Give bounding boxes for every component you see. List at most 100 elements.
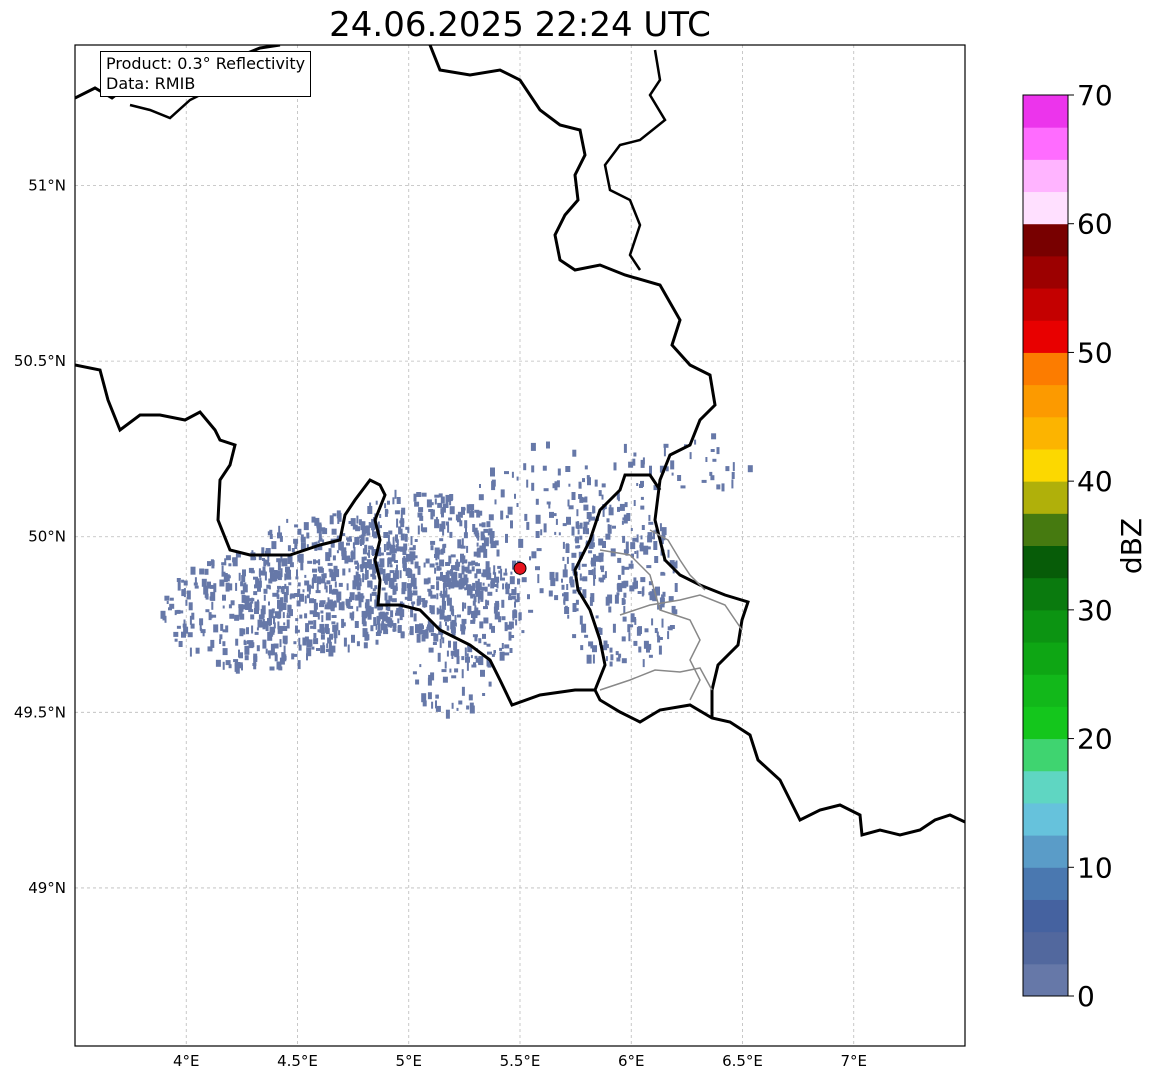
echo-pixel bbox=[179, 610, 184, 614]
echo-pixel bbox=[400, 518, 405, 528]
echo-pixel bbox=[446, 570, 451, 575]
echo-pixel bbox=[463, 619, 466, 623]
echo-pixel bbox=[351, 550, 354, 558]
echo-pixel bbox=[440, 609, 445, 613]
echo-pixel bbox=[573, 452, 576, 456]
echo-pixel bbox=[598, 538, 604, 546]
echo-pixel bbox=[504, 471, 509, 475]
echo-pixel bbox=[494, 576, 500, 583]
echo-pixel bbox=[410, 593, 413, 597]
echo-pixel bbox=[303, 522, 309, 531]
echo-pixel bbox=[621, 658, 627, 664]
echo-pixel bbox=[421, 634, 426, 642]
echo-pixel bbox=[579, 522, 583, 529]
echo-pixel bbox=[200, 629, 206, 634]
echo-pixel bbox=[361, 616, 366, 625]
echo-pixel bbox=[633, 577, 637, 587]
echo-pixel bbox=[254, 584, 258, 589]
echo-pixel bbox=[507, 506, 513, 515]
echo-pixel bbox=[400, 546, 405, 550]
echo-pixel bbox=[485, 561, 490, 571]
echo-pixel bbox=[439, 621, 442, 627]
echo-pixel bbox=[430, 590, 433, 599]
echo-pixel bbox=[445, 588, 448, 594]
echo-pixel bbox=[470, 655, 473, 659]
echo-pixel bbox=[482, 569, 488, 578]
colorbar-tick-label: 20 bbox=[1077, 723, 1113, 756]
echo-pixel bbox=[347, 644, 350, 653]
echo-pixel bbox=[446, 625, 449, 631]
echo-pixel bbox=[456, 656, 460, 665]
echo-pixel bbox=[508, 596, 513, 601]
echo-pixel bbox=[281, 586, 285, 594]
echo-pixel bbox=[504, 622, 508, 632]
echo-pixel bbox=[396, 518, 399, 528]
echo-pixel bbox=[475, 584, 481, 594]
lat-tick-label: 51°N bbox=[28, 176, 66, 194]
echo-pixel bbox=[652, 592, 658, 602]
echo-pixel bbox=[279, 627, 285, 631]
echo-pixel bbox=[489, 623, 493, 630]
border-lu-fr-de bbox=[593, 689, 965, 837]
echo-pixel bbox=[376, 630, 382, 634]
echo-pixel bbox=[644, 628, 649, 633]
echo-pixel bbox=[591, 569, 594, 576]
echo-pixel bbox=[253, 591, 258, 596]
echo-pixel bbox=[413, 493, 417, 502]
echo-pixel bbox=[258, 580, 262, 588]
echo-pixel bbox=[643, 640, 649, 649]
echo-pixel bbox=[207, 581, 211, 589]
colorbar-segment bbox=[1023, 931, 1068, 965]
echo-pixel bbox=[372, 529, 374, 537]
echo-pixel bbox=[290, 593, 296, 599]
echo-pixel bbox=[526, 521, 530, 530]
echo-pixel bbox=[419, 628, 422, 635]
echo-pixel bbox=[461, 686, 465, 696]
echo-pixel bbox=[395, 534, 398, 542]
echo-pixel bbox=[477, 552, 481, 557]
echo-pixel bbox=[456, 707, 459, 711]
echo-pixel bbox=[563, 597, 566, 605]
echo-pixel bbox=[228, 563, 232, 567]
echo-pixel bbox=[238, 649, 240, 658]
echo-pixel bbox=[262, 639, 267, 649]
echo-pixel bbox=[632, 537, 638, 542]
echo-pixel bbox=[497, 565, 502, 569]
echo-pixel bbox=[505, 585, 510, 595]
lon-tick-label: 6°E bbox=[618, 1052, 645, 1070]
echo-pixel bbox=[440, 630, 443, 640]
echo-pixel bbox=[371, 549, 377, 555]
echo-pixel bbox=[461, 626, 466, 630]
echo-pixel bbox=[689, 452, 692, 460]
echo-pixel bbox=[316, 584, 319, 591]
echo-pixel bbox=[473, 610, 477, 616]
echo-pixel bbox=[514, 493, 516, 499]
echo-pixel bbox=[562, 541, 565, 549]
echo-pixel bbox=[252, 663, 257, 666]
echo-pixel bbox=[672, 568, 675, 574]
echo-pixel bbox=[632, 458, 636, 466]
echo-pixel bbox=[420, 625, 423, 634]
echo-pixel bbox=[246, 640, 249, 645]
echo-pixel bbox=[392, 588, 396, 595]
echo-pixel bbox=[330, 633, 333, 640]
echo-pixel bbox=[511, 471, 514, 478]
echo-pixel bbox=[248, 567, 254, 573]
echo-pixel bbox=[255, 578, 260, 586]
echo-pixel bbox=[436, 576, 440, 581]
echo-pixel bbox=[582, 589, 587, 599]
echo-pixel bbox=[531, 465, 535, 473]
echo-pixel bbox=[578, 561, 581, 570]
echo-pixel bbox=[390, 581, 395, 589]
echo-pixel bbox=[267, 554, 270, 562]
echo-pixel bbox=[562, 569, 568, 578]
echo-pixel bbox=[646, 565, 652, 569]
echo-pixel bbox=[437, 502, 443, 508]
echo-pixel bbox=[571, 492, 576, 500]
echo-pixel bbox=[248, 609, 254, 613]
echo-pixel bbox=[622, 535, 626, 543]
echo-pixel bbox=[486, 572, 492, 580]
echo-pixel bbox=[648, 521, 654, 525]
echo-pixel bbox=[656, 631, 659, 637]
echo-pixel bbox=[514, 599, 518, 603]
